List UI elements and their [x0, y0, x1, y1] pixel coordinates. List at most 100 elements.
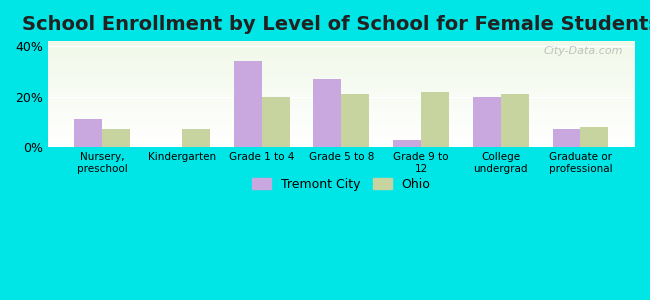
Bar: [47, 132, 635, 133]
Bar: [47, 91, 635, 92]
Bar: [47, 128, 635, 129]
Bar: [47, 72, 635, 73]
Bar: [47, 97, 635, 98]
Bar: [47, 142, 635, 143]
Bar: [47, 120, 635, 121]
Bar: [47, 78, 635, 79]
Bar: [47, 96, 635, 97]
Bar: [47, 74, 635, 75]
Bar: [552, 130, 580, 147]
Bar: [47, 61, 635, 62]
Bar: [47, 105, 635, 106]
Bar: [47, 55, 635, 56]
Bar: [47, 60, 635, 61]
Bar: [393, 140, 421, 147]
Bar: [47, 136, 635, 138]
Bar: [47, 115, 635, 116]
Bar: [47, 67, 635, 68]
Bar: [580, 127, 608, 147]
Bar: [47, 122, 635, 123]
Bar: [47, 85, 635, 87]
Bar: [47, 46, 635, 47]
Bar: [47, 41, 635, 42]
Legend: Tremont City, Ohio: Tremont City, Ohio: [247, 173, 436, 196]
Bar: [47, 134, 635, 136]
Bar: [47, 141, 635, 142]
Bar: [47, 92, 635, 93]
Title: School Enrollment by Level of School for Female Students: School Enrollment by Level of School for…: [23, 15, 650, 34]
Bar: [47, 45, 635, 46]
Bar: [262, 97, 289, 147]
Bar: [47, 117, 635, 119]
Text: City-Data.com: City-Data.com: [544, 46, 623, 56]
Bar: [47, 70, 635, 71]
Bar: [47, 82, 635, 83]
Bar: [47, 112, 635, 113]
Bar: [47, 75, 635, 76]
Bar: [47, 44, 635, 45]
Bar: [47, 57, 635, 58]
Bar: [47, 145, 635, 146]
Bar: [500, 94, 528, 147]
Bar: [47, 106, 635, 107]
Bar: [47, 93, 635, 94]
Bar: [47, 113, 635, 114]
Bar: [47, 73, 635, 74]
Bar: [47, 118, 635, 120]
Bar: [47, 47, 635, 49]
Bar: [47, 139, 635, 140]
Bar: [47, 77, 635, 78]
Bar: [47, 111, 635, 112]
Bar: [47, 124, 635, 125]
Bar: [47, 144, 635, 145]
Bar: [47, 52, 635, 53]
Bar: [182, 130, 210, 147]
Bar: [47, 138, 635, 139]
Bar: [47, 131, 635, 132]
Bar: [47, 69, 635, 70]
Bar: [47, 58, 635, 59]
Bar: [47, 121, 635, 122]
Bar: [421, 92, 449, 147]
Bar: [47, 116, 635, 117]
Bar: [47, 53, 635, 54]
Bar: [313, 79, 341, 147]
Bar: [47, 108, 635, 109]
Bar: [47, 63, 635, 64]
Bar: [47, 51, 635, 52]
Bar: [47, 64, 635, 65]
Bar: [47, 125, 635, 126]
Bar: [47, 81, 635, 83]
Bar: [47, 90, 635, 91]
Bar: [47, 68, 635, 69]
Bar: [47, 76, 635, 77]
Bar: [341, 94, 369, 147]
Bar: [234, 61, 262, 147]
Bar: [47, 130, 635, 131]
Bar: [47, 140, 635, 141]
Bar: [47, 50, 635, 51]
Bar: [47, 89, 635, 90]
Bar: [47, 85, 635, 86]
Bar: [47, 87, 635, 88]
Bar: [47, 65, 635, 67]
Bar: [47, 107, 635, 108]
Bar: [47, 143, 635, 144]
Bar: [47, 59, 635, 60]
Bar: [47, 95, 635, 96]
Bar: [47, 109, 635, 110]
Bar: [47, 54, 635, 55]
Bar: [47, 80, 635, 81]
Bar: [47, 104, 635, 105]
Bar: [47, 43, 635, 44]
Bar: [47, 114, 635, 115]
Bar: [47, 99, 635, 101]
Bar: [47, 42, 635, 43]
Bar: [47, 62, 635, 63]
Bar: [102, 130, 130, 147]
Bar: [47, 127, 635, 128]
Bar: [47, 123, 635, 124]
Bar: [47, 129, 635, 130]
Bar: [47, 103, 635, 104]
Bar: [47, 110, 635, 111]
